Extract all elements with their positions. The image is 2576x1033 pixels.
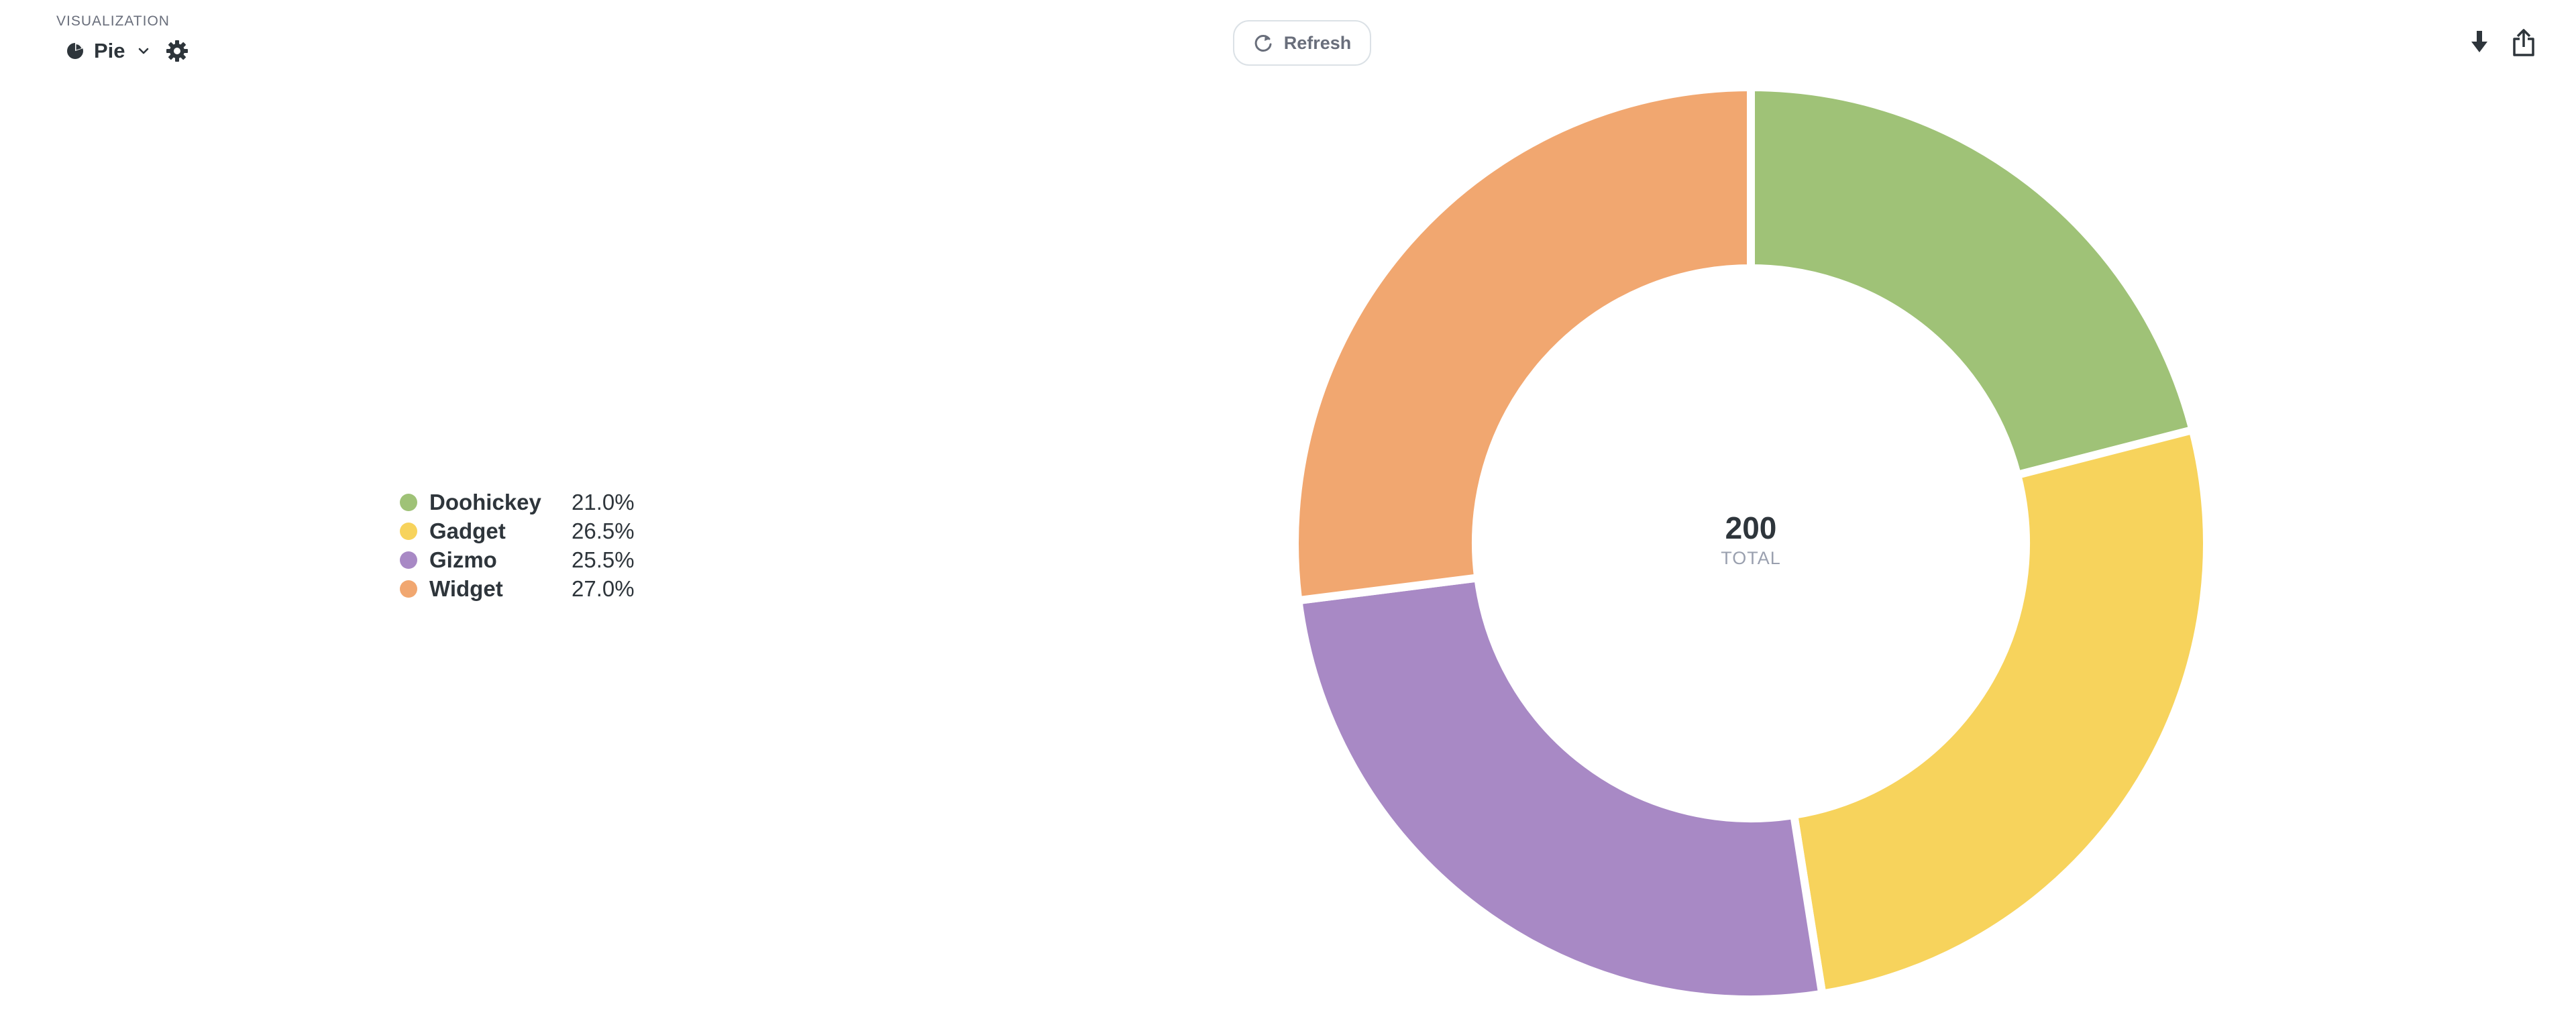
gear-icon[interactable] — [166, 40, 189, 62]
legend-item-gadget[interactable]: Gadget 26.5% — [400, 516, 655, 545]
donut-center: 200 TOTAL — [1617, 510, 1885, 570]
visualization-header: VISUALIZATION Pie — [56, 13, 189, 64]
legend-percent: 21.0% — [572, 489, 635, 514]
legend-label: Doohickey — [429, 489, 541, 514]
chart-legend: Doohickey 21.0% Gadget 26.5% Gizmo 25.5% Widge… — [400, 488, 655, 603]
legend-label: Gadget — [429, 518, 506, 543]
visualization-type-label: Pie — [94, 39, 125, 62]
chevron-down-icon — [138, 45, 150, 57]
legend-dot — [400, 580, 417, 598]
legend-item-doohickey[interactable]: Doohickey 21.0% — [400, 488, 655, 516]
legend-item-widget[interactable]: Widget 27.0% — [400, 574, 655, 603]
pie-slice-doohickey[interactable] — [1747, 87, 2198, 480]
legend-dot — [400, 493, 417, 511]
legend-label: Gizmo — [429, 547, 497, 572]
refresh-icon — [1253, 33, 1273, 53]
legend-percent: 26.5% — [572, 518, 635, 543]
donut-total-caption: TOTAL — [1721, 548, 1781, 568]
pie-chart-icon — [66, 42, 85, 60]
visualization-type-picker[interactable]: Pie — [56, 39, 154, 63]
legend-dot — [400, 522, 417, 540]
pie-slice-gadget[interactable] — [1789, 425, 2207, 999]
legend-label: Widget — [429, 576, 503, 601]
pie-slice-widget[interactable] — [1295, 87, 1755, 605]
refresh-label: Refresh — [1283, 32, 1352, 53]
legend-dot — [400, 551, 417, 569]
share-icon[interactable] — [2510, 28, 2537, 58]
visualization-row: Pie — [56, 38, 189, 64]
legend-item-gizmo[interactable]: Gizmo 25.5% — [400, 545, 655, 574]
pie-slice-gizmo[interactable] — [1295, 573, 1827, 999]
refresh-button[interactable]: Refresh — [1233, 20, 1371, 66]
download-icon[interactable] — [2466, 28, 2493, 58]
donut-chart — [1295, 87, 2207, 999]
legend-percent: 25.5% — [572, 547, 635, 572]
visualization-caption: VISUALIZATION — [56, 13, 170, 29]
legend-percent: 27.0% — [572, 576, 635, 601]
donut-total-value: 200 — [1725, 510, 1777, 545]
